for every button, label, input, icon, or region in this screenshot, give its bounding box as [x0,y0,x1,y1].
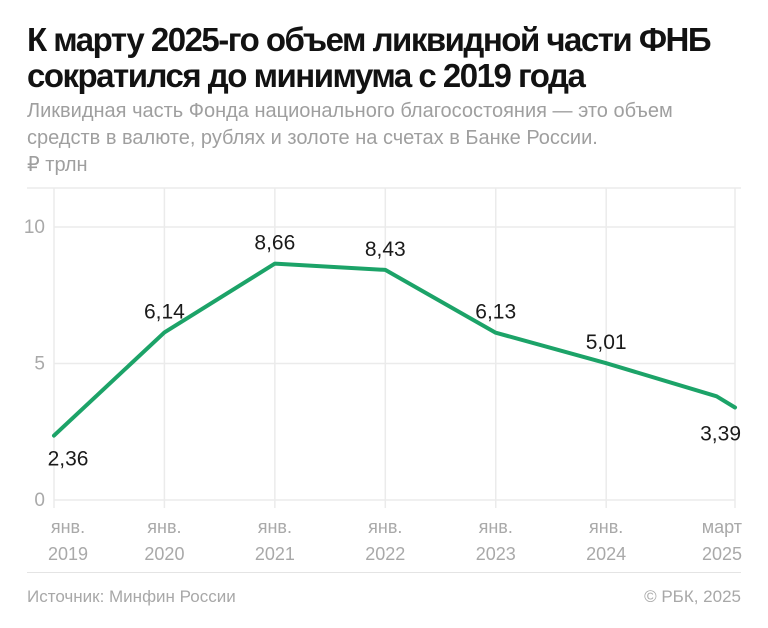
value-label: 5,01 [586,331,627,354]
value-label: 2,36 [48,448,89,471]
y-axis-tick-label: 0 [34,490,45,511]
x-axis-tick-label: 2025 [702,544,742,564]
x-axis-tick-label: янв. [479,517,513,537]
axis-unit-label: ₽ трлн [27,154,88,176]
x-axis-tick-label: 2024 [586,544,626,564]
value-label: 3,39 [700,422,741,445]
value-label: 6,13 [475,301,516,324]
x-axis-tick-label: янв. [147,517,181,537]
x-axis-tick-label: март [702,517,742,537]
value-label: 8,66 [254,232,295,255]
x-axis-tick-label: янв. [258,517,292,537]
subtitle-line-1: Ликвидная часть Фонда национального благ… [27,100,673,122]
x-axis-tick-label: янв. [51,517,85,537]
value-label: 6,14 [144,300,185,323]
x-axis-tick-label: 2021 [255,544,295,564]
footer-divider [27,572,741,573]
value-label: 8,43 [365,238,406,261]
x-axis-tick-label: 2019 [48,544,88,564]
data-line [52,261,737,438]
title-line-1: К марту 2025-го объем ликвидной части ФН… [27,21,712,58]
x-axis-tick-label: 2022 [365,544,405,564]
chart-subtitle: Ликвидная часть Фонда национального благ… [27,98,741,179]
x-axis-tick-label: янв. [368,517,402,537]
page-title: К марту 2025-го объем ликвидной части ФН… [27,22,741,94]
x-axis-tick-label: 2020 [144,544,184,564]
y-axis-tick-label: 5 [34,354,45,375]
footer: Источник: Минфин России © РБК, 2025 [27,572,741,607]
header: К марту 2025-го объем ликвидной части ФН… [27,22,741,179]
copyright-label: © РБК, 2025 [644,587,741,606]
subtitle-line-2: средств в валюте, рублях и золоте на сче… [27,127,598,149]
y-axis-tick-label: 10 [24,217,45,238]
footer-row: Источник: Минфин России © РБК, 2025 [27,587,741,607]
x-axis-tick-label: янв. [589,517,623,537]
x-axis-tick-label: 2023 [476,544,516,564]
source-label: Источник: Минфин России [27,587,236,606]
title-line-2: сократился до минимума с 2019 года [27,57,586,94]
